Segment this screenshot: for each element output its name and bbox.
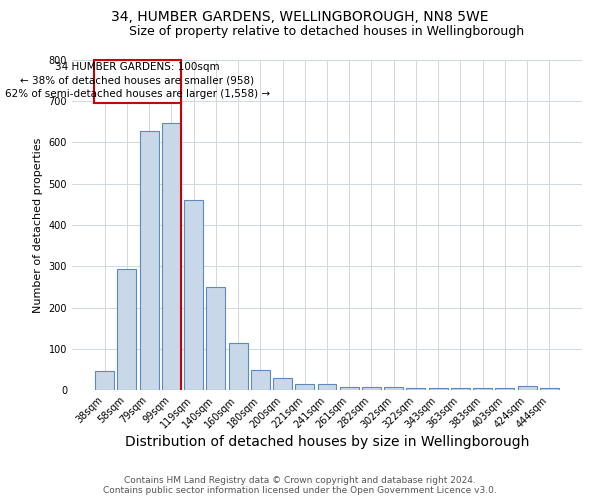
Bar (251, 370, 270, 390)
Title: Size of property relative to detached houses in Wellingborough: Size of property relative to detached ho… (130, 25, 524, 38)
Bar (184, 200, 203, 390)
Text: ← 38% of detached houses are smaller (958): ← 38% of detached houses are smaller (95… (20, 76, 254, 86)
Bar (162, 122, 181, 390)
Text: Contains HM Land Registry data © Crown copyright and database right 2024.
Contai: Contains HM Land Registry data © Crown c… (103, 476, 497, 495)
Bar (518, 386, 536, 390)
Bar (429, 388, 448, 390)
Bar (340, 386, 359, 390)
Bar (451, 388, 470, 390)
Bar (140, 131, 158, 390)
Y-axis label: Number of detached properties: Number of detached properties (33, 138, 43, 312)
Text: 34 HUMBER GARDENS: 100sqm: 34 HUMBER GARDENS: 100sqm (55, 62, 220, 72)
Bar (118, 269, 136, 390)
Bar (273, 378, 292, 390)
Bar (206, 288, 225, 390)
Bar (229, 344, 248, 390)
Bar (540, 388, 559, 390)
Bar (295, 384, 314, 390)
Bar (362, 386, 381, 390)
Bar (496, 388, 514, 390)
Bar (384, 386, 403, 390)
Bar (317, 384, 337, 390)
Bar (406, 388, 425, 390)
Bar (95, 370, 114, 390)
Bar (473, 388, 492, 390)
Text: 34, HUMBER GARDENS, WELLINGBOROUGH, NN8 5WE: 34, HUMBER GARDENS, WELLINGBOROUGH, NN8 … (111, 10, 489, 24)
FancyBboxPatch shape (94, 60, 181, 104)
Text: 62% of semi-detached houses are larger (1,558) →: 62% of semi-detached houses are larger (… (5, 89, 270, 99)
X-axis label: Distribution of detached houses by size in Wellingborough: Distribution of detached houses by size … (125, 436, 529, 450)
